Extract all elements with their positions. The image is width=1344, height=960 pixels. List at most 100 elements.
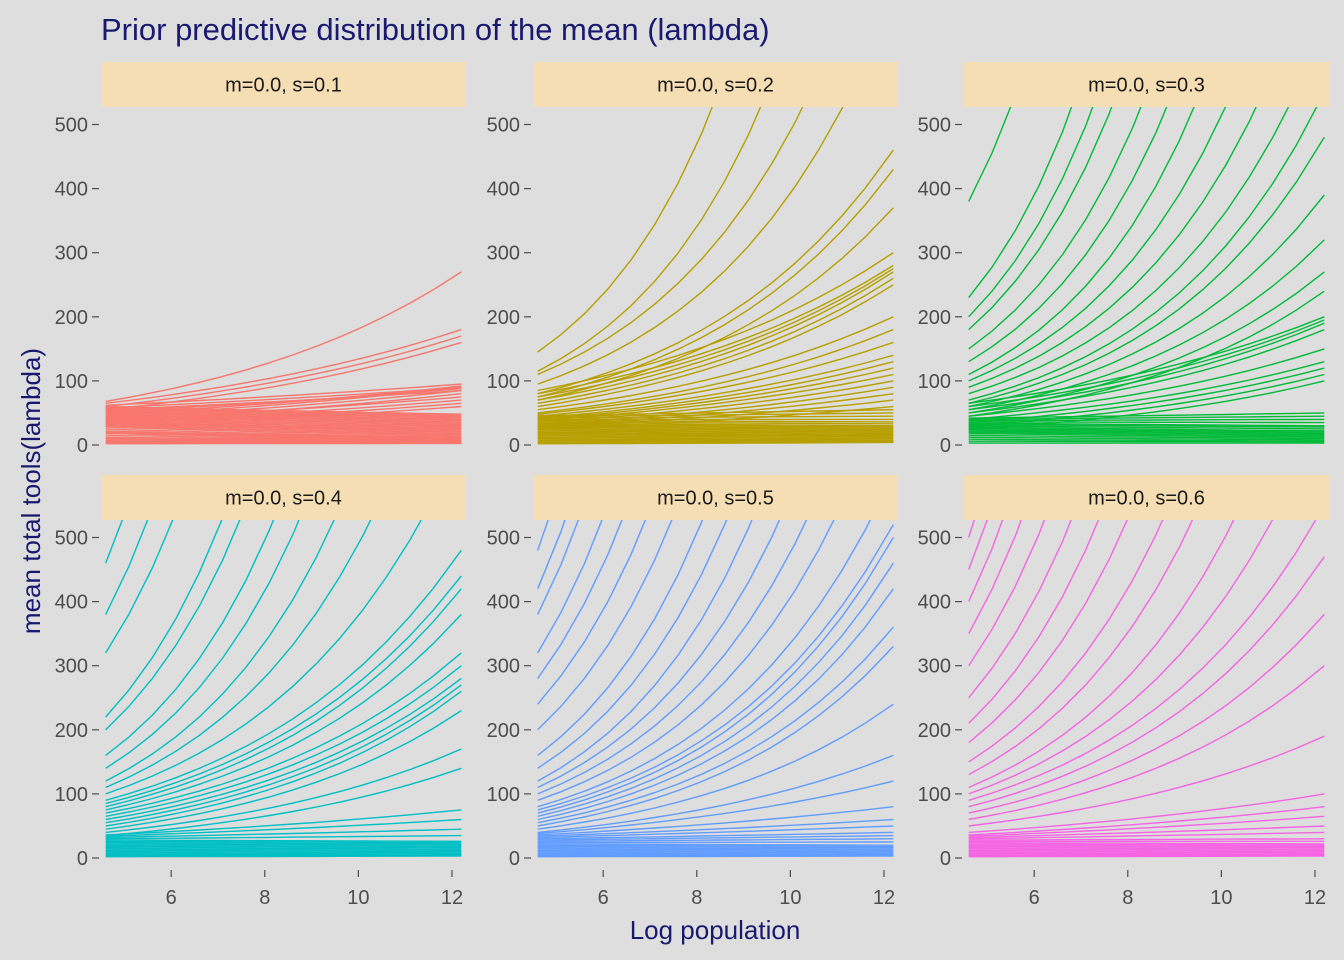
series-line <box>105 520 174 654</box>
series-line <box>537 646 894 827</box>
series-line <box>105 690 462 827</box>
series-line <box>105 549 462 801</box>
series-line <box>537 149 894 395</box>
series-line <box>968 107 1073 299</box>
series-line <box>105 520 241 731</box>
series-line <box>968 520 1235 789</box>
series-line <box>537 434 894 437</box>
series-line <box>537 520 808 795</box>
series-line <box>537 430 894 435</box>
facet-strip <box>533 475 898 520</box>
series-line <box>105 849 462 853</box>
y-tick-label: 300 <box>487 656 520 678</box>
series-lines <box>105 520 462 858</box>
series-line <box>105 328 462 404</box>
series-line <box>537 361 894 419</box>
series-line <box>105 665 462 817</box>
series-line <box>105 767 462 837</box>
series-line <box>537 852 894 855</box>
series-line <box>537 427 894 432</box>
series-line <box>105 710 462 830</box>
series-line <box>105 652 462 814</box>
y-tick-label: 500 <box>918 115 951 137</box>
facet-panel: m=0.0, s=0.5 0 100 200 300 400 500 6 8 10 12 <box>487 475 898 909</box>
series-line <box>537 520 835 801</box>
series-line <box>105 588 462 808</box>
series-line <box>105 520 335 782</box>
series-line <box>537 834 894 841</box>
series-line <box>968 136 1325 404</box>
y-tick-label: 500 <box>918 528 951 550</box>
x-tick-label: 10 <box>1210 887 1232 909</box>
y-tick-label: 300 <box>918 656 951 678</box>
y-tick-label: 200 <box>918 720 951 742</box>
series-line <box>105 847 462 850</box>
y-tick-label: 100 <box>55 371 88 393</box>
x-tick-label: 10 <box>779 887 801 909</box>
series-line <box>968 107 1257 388</box>
series-line <box>105 425 462 436</box>
y-tick-label: 200 <box>487 307 520 329</box>
series-line <box>537 520 704 756</box>
series-line <box>537 107 762 372</box>
y-tick-label: 400 <box>918 179 951 201</box>
facet-strip <box>964 62 1329 107</box>
series-line <box>105 841 462 845</box>
series-line <box>537 520 728 769</box>
facet-strip-label: m=0.0, s=0.5 <box>657 488 774 510</box>
series-line <box>968 290 1325 417</box>
series-line <box>537 838 894 842</box>
facet-strip <box>964 475 1329 520</box>
x-tick-label: 6 <box>598 887 609 909</box>
y-tick-label: 400 <box>487 592 520 614</box>
series-line <box>968 735 1325 827</box>
series-line <box>537 849 894 853</box>
series-line <box>537 168 894 398</box>
series-line <box>968 831 1325 840</box>
series-line <box>968 316 1325 404</box>
facet-panel: m=0.0, s=0.1 0 100 200 300 400 500 <box>55 62 466 457</box>
series-line <box>537 107 804 376</box>
series-line <box>537 277 894 404</box>
facet-strip <box>101 62 466 107</box>
series-line <box>537 107 713 353</box>
series-lines <box>537 520 894 858</box>
series-line <box>968 520 1128 744</box>
series-line <box>968 841 1325 845</box>
x-tick-label: 8 <box>691 887 702 909</box>
series-line <box>537 848 894 851</box>
series-line <box>105 818 462 837</box>
series-line <box>968 436 1325 441</box>
series-line <box>968 849 1325 853</box>
series-line <box>105 441 462 444</box>
series-line <box>968 322 1325 411</box>
series-line <box>537 520 781 789</box>
series-line <box>105 436 462 442</box>
y-tick-label: 500 <box>55 528 88 550</box>
series-line <box>537 841 894 844</box>
series-line <box>105 840 462 844</box>
series-line <box>968 438 1325 442</box>
y-tick-label: 200 <box>918 307 951 329</box>
y-tick-label: 100 <box>918 784 951 806</box>
y-tick-label: 0 <box>940 435 951 457</box>
series-line <box>537 806 894 836</box>
series-line <box>537 284 894 408</box>
series-line <box>968 107 1113 331</box>
series-line <box>105 434 462 441</box>
y-tick-label: 400 <box>487 179 520 201</box>
series-line <box>537 818 894 837</box>
series-line <box>968 107 1142 350</box>
series-line <box>968 425 1325 430</box>
series-line <box>968 348 1325 417</box>
series-line <box>968 520 1274 795</box>
series-line <box>105 613 462 811</box>
series-line <box>537 405 894 430</box>
series-line <box>105 431 462 440</box>
series-line <box>968 665 1325 821</box>
series-line <box>537 386 894 426</box>
series-line <box>968 838 1325 841</box>
y-tick-label: 500 <box>55 115 88 137</box>
